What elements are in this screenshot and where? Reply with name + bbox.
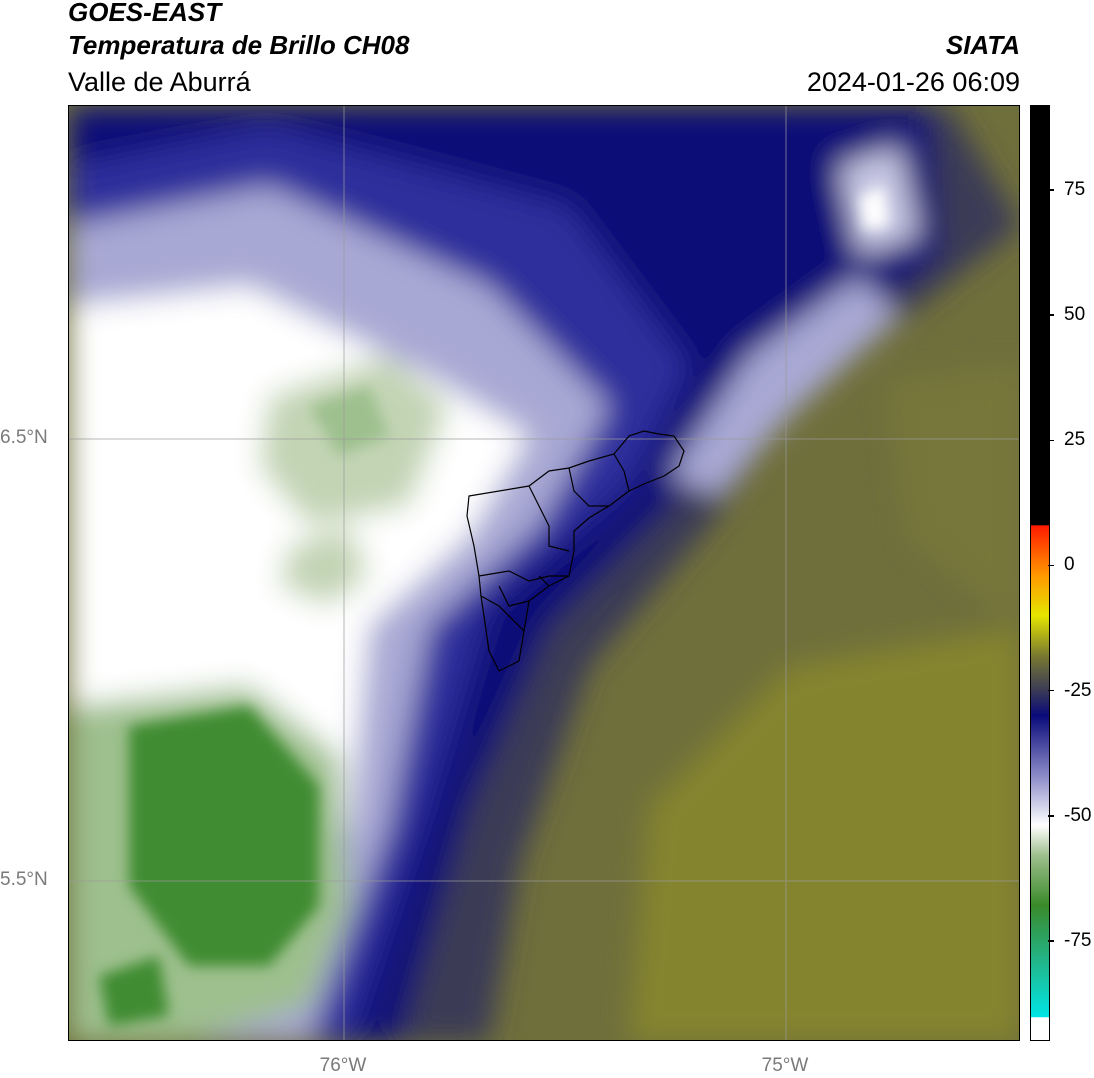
brightness-temperature-field: [69, 106, 1019, 1040]
cloud-band-ne: [669, 276, 899, 496]
colorbar-tick-mark: [1048, 189, 1054, 191]
satellite-map: [68, 105, 1020, 1041]
cold-region-sw: [129, 706, 319, 966]
valley-outline: [466, 430, 685, 672]
municipal-border-4: [478, 570, 569, 582]
cold-cell-sw: [99, 956, 169, 1026]
title-product: Temperatura de Brillo CH08: [68, 30, 410, 60]
datetime-label: 2024-01-26 06:09: [806, 67, 1020, 97]
graticule: [69, 106, 1019, 1040]
municipal-border-1: [528, 485, 570, 552]
region-label: Valle de Aburrá: [68, 67, 251, 97]
colorbar-tick-mark: [1048, 314, 1054, 316]
lat-label-5-5: 5.5°N: [0, 869, 48, 890]
colorbar-tick-label: 50: [1064, 304, 1086, 326]
warm-region: [629, 626, 1019, 1040]
title-satellite: GOES-EAST: [68, 0, 222, 27]
colorbar-tick-label: -75: [1064, 929, 1092, 951]
colorbar-tick-label: -25: [1064, 679, 1092, 701]
colorbar-tick-mark: [1048, 815, 1054, 817]
agency-label: SIATA: [945, 30, 1020, 60]
municipal-border-6: [480, 595, 525, 632]
cloud-core-ne: [859, 186, 889, 231]
aburra-valley-boundaries: [466, 430, 685, 672]
colorbar-tick-mark: [1048, 689, 1054, 692]
lon-label-76w: 76°W: [319, 1055, 367, 1076]
colorbar-tick-mark: [1048, 439, 1054, 442]
lat-label-6-5: 6.5°N: [0, 427, 48, 448]
colorbar-tick-mark: [1048, 940, 1054, 942]
colorbar-tick-label: 0: [1064, 554, 1075, 576]
colorbar-tick-label: 75: [1064, 179, 1086, 201]
municipal-border-3: [613, 453, 630, 492]
warm-region-ne: [889, 366, 1019, 625]
cold-cell-mid: [279, 526, 369, 606]
colorbar-tick-mark: [1048, 564, 1054, 567]
colorbar-tick-label: 25: [1064, 429, 1086, 451]
colorbar: [1030, 105, 1050, 1041]
municipal-border-2: [568, 467, 609, 507]
municipal-border-7: [538, 575, 550, 587]
municipal-border-5: [498, 585, 530, 607]
lon-label-75w: 75°W: [761, 1055, 809, 1076]
colorbar-tick-label: -50: [1064, 804, 1092, 826]
